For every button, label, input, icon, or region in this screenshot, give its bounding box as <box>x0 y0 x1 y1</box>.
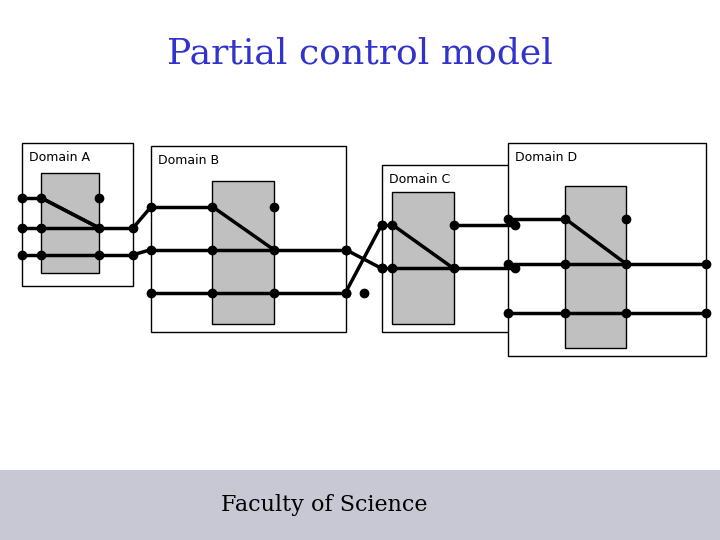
Text: Partial control model: Partial control model <box>167 37 553 71</box>
Bar <box>0 470 720 540</box>
Text: Domain A: Domain A <box>29 151 90 164</box>
Text: Domain D: Domain D <box>515 151 577 164</box>
FancyBboxPatch shape <box>382 165 515 332</box>
FancyBboxPatch shape <box>508 143 706 356</box>
FancyBboxPatch shape <box>392 192 454 324</box>
Text: Domain C: Domain C <box>389 173 450 186</box>
Text: Faculty of Science: Faculty of Science <box>221 494 427 516</box>
FancyBboxPatch shape <box>41 173 99 273</box>
FancyBboxPatch shape <box>151 146 346 332</box>
FancyBboxPatch shape <box>565 186 626 348</box>
Text: Domain B: Domain B <box>158 154 220 167</box>
FancyBboxPatch shape <box>22 143 133 286</box>
FancyBboxPatch shape <box>212 181 274 324</box>
